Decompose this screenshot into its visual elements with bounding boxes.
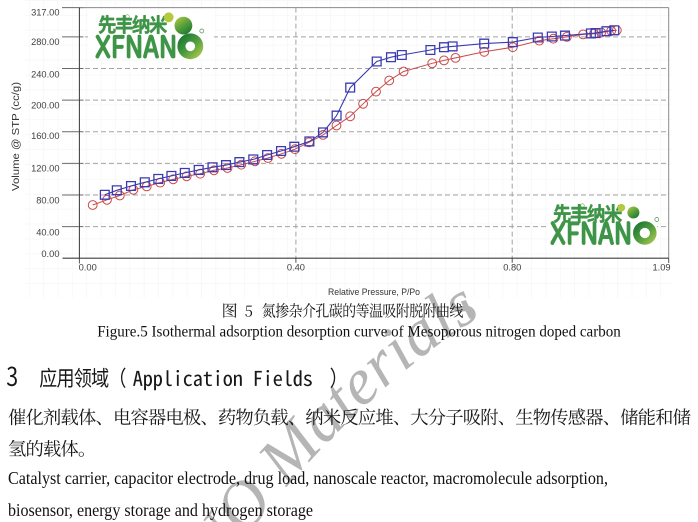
svg-text:160.00: 160.00 xyxy=(31,131,59,141)
svg-text:120.00: 120.00 xyxy=(31,164,59,174)
svg-text:317.00: 317.00 xyxy=(31,7,59,17)
svg-text:Volume @ STP (cc/g): Volume @ STP (cc/g) xyxy=(11,82,22,191)
svg-text:Figure.5 Isothermal adsorption: Figure.5 Isothermal adsorption desorptio… xyxy=(97,324,621,341)
svg-text:240.00: 240.00 xyxy=(31,69,59,79)
svg-text:0.00: 0.00 xyxy=(79,263,97,273)
svg-text:80.00: 80.00 xyxy=(36,196,59,206)
svg-text:40.00: 40.00 xyxy=(36,227,59,237)
svg-text:0.40: 0.40 xyxy=(287,263,305,273)
svg-text:200.00: 200.00 xyxy=(31,101,59,111)
svg-text:1.09: 1.09 xyxy=(652,263,670,273)
svg-text:Catalyst carrier, capacitor el: Catalyst carrier, capacitor electrode, d… xyxy=(8,468,608,488)
svg-text:0.00: 0.00 xyxy=(41,249,59,259)
svg-text:biosensor, energy storage and: biosensor, energy storage and hydrogen s… xyxy=(8,500,313,520)
svg-text:0.80: 0.80 xyxy=(503,263,521,273)
svg-text:280.00: 280.00 xyxy=(31,37,59,47)
svg-text:Relative Pressure, P/Po: Relative Pressure, P/Po xyxy=(328,287,420,297)
